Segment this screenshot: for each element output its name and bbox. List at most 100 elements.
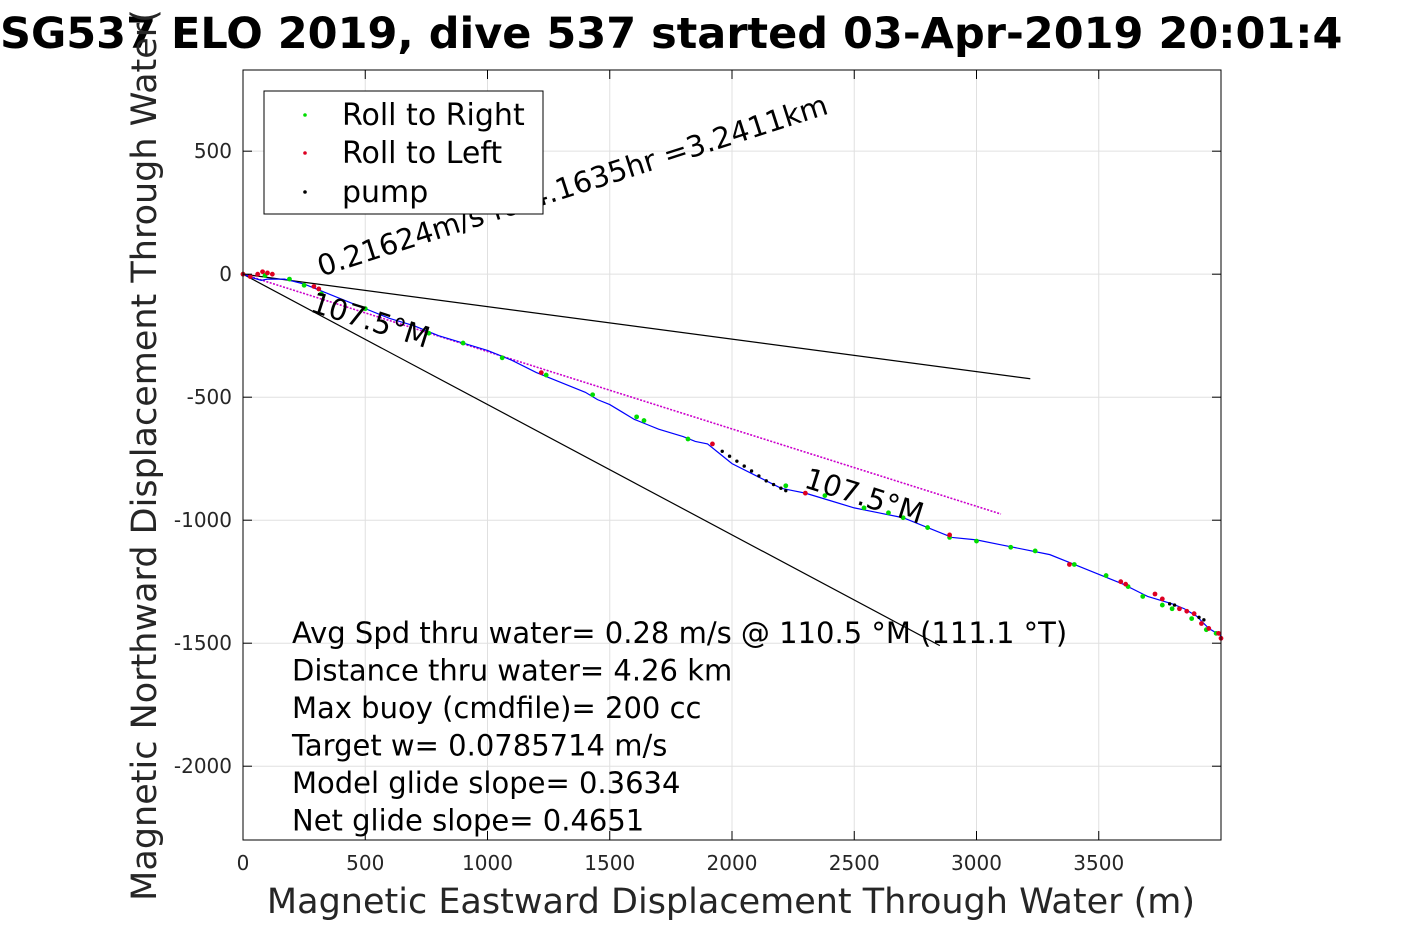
point-roll-to-right bbox=[318, 291, 324, 297]
point-roll-to-left bbox=[1216, 630, 1221, 636]
chart-title: SG537 ELO 2019, dive 537 started 03-Apr-… bbox=[0, 9, 1342, 59]
point-pump bbox=[771, 482, 776, 487]
legend-marker-roll-right bbox=[303, 113, 307, 117]
x-tick-label: 2500 bbox=[829, 851, 880, 875]
point-roll-to-right bbox=[783, 483, 789, 489]
x-tick-label: 0 bbox=[237, 851, 250, 875]
point-roll-to-right bbox=[634, 414, 640, 420]
x-tick-label: 3000 bbox=[951, 851, 1002, 875]
point-pump bbox=[749, 469, 754, 473]
point-roll-to-right bbox=[900, 515, 906, 521]
stats-line-2: Max buoy (cmdfile)= 200 cc bbox=[292, 691, 701, 725]
point-roll-to-right bbox=[426, 330, 432, 336]
point-pump bbox=[1172, 603, 1177, 607]
point-roll-to-right bbox=[287, 276, 292, 282]
point-roll-to-right bbox=[641, 418, 647, 423]
point-roll-to-left bbox=[710, 441, 715, 447]
y-tick-label: -1000 bbox=[174, 508, 232, 532]
point-pump bbox=[784, 488, 788, 493]
point-roll-to-left bbox=[1199, 621, 1204, 626]
point-pump bbox=[1202, 618, 1206, 622]
point-roll-to-right bbox=[886, 510, 891, 516]
point-roll-to-right bbox=[543, 372, 549, 378]
x-tick-label: 1000 bbox=[462, 851, 513, 875]
point-roll-to-left bbox=[1159, 596, 1165, 602]
heading-line-upper bbox=[242, 273, 1031, 380]
point-roll-to-right bbox=[1189, 616, 1195, 621]
point-roll-to-left bbox=[1191, 611, 1197, 617]
y-tick-label: 500 bbox=[194, 139, 232, 163]
legend-marker-roll-left bbox=[303, 151, 307, 155]
y-tick-label: -500 bbox=[187, 385, 232, 409]
point-roll-to-left bbox=[265, 270, 270, 276]
tick-layer: 0 500 1000 1500 2000 2500 3000 3500 500 0 -500 -100… bbox=[174, 70, 1221, 875]
stats-line-5: Net glide slope= 0.4651 bbox=[292, 804, 644, 838]
point-roll-to-right bbox=[1103, 573, 1109, 578]
point-roll-to-left bbox=[269, 271, 275, 277]
point-roll-to-left bbox=[260, 269, 265, 275]
point-roll-to-right bbox=[301, 282, 307, 288]
point-roll-to-right bbox=[460, 340, 466, 346]
point-roll-to-left bbox=[538, 370, 544, 375]
point-roll-to-left bbox=[1152, 591, 1158, 597]
point-pump bbox=[779, 486, 783, 490]
x-tick-label: 500 bbox=[346, 851, 384, 875]
point-pump bbox=[742, 464, 746, 468]
reference-lines-layer bbox=[242, 273, 1031, 647]
point-pump bbox=[1197, 615, 1201, 620]
target-course-line bbox=[242, 273, 1002, 515]
point-roll-to-right bbox=[362, 306, 368, 312]
point-roll-to-left bbox=[1123, 581, 1129, 587]
point-roll-to-left bbox=[802, 490, 808, 496]
point-roll-to-left bbox=[947, 532, 953, 538]
y-tick-label: 0 bbox=[219, 262, 232, 286]
legend-label-pump: pump bbox=[342, 175, 428, 210]
point-roll-to-right bbox=[685, 436, 691, 442]
heading-line-lower bbox=[242, 273, 941, 647]
point-roll-to-left bbox=[1177, 606, 1182, 612]
point-roll-to-right bbox=[1008, 544, 1014, 550]
stats-text-layer: Avg Spd thru water= 0.28 m/s @ 110.5 °M … bbox=[291, 616, 1067, 838]
stats-line-0: Avg Spd thru water= 0.28 m/s @ 110.5 °M … bbox=[292, 616, 1067, 650]
point-roll-to-right bbox=[499, 355, 505, 361]
point-roll-to-left bbox=[247, 274, 253, 280]
legend-label-roll-left: Roll to Left bbox=[342, 136, 502, 171]
point-roll-to-right bbox=[1159, 602, 1165, 608]
legend-marker-pump bbox=[303, 190, 307, 194]
point-roll-to-right bbox=[1140, 594, 1146, 599]
point-pump bbox=[764, 479, 768, 483]
y-tick-label: -2000 bbox=[174, 754, 232, 778]
point-pump bbox=[1167, 602, 1172, 606]
point-pump bbox=[735, 459, 739, 463]
point-roll-to-right bbox=[1032, 548, 1038, 554]
point-roll-to-right bbox=[822, 493, 828, 498]
point-roll-to-left bbox=[1067, 562, 1072, 567]
point-roll-to-right bbox=[974, 538, 979, 544]
x-tick-label: 3500 bbox=[1073, 851, 1124, 875]
legend: Roll to Right Roll to Left pump bbox=[263, 90, 544, 215]
y-axis-label: Magnetic Northward Displacement Through … bbox=[125, 9, 165, 901]
x-tick-label: 2000 bbox=[707, 851, 758, 875]
legend-label-roll-right: Roll to Right bbox=[342, 98, 525, 133]
x-axis-label: Magnetic Eastward Displacement Through W… bbox=[267, 882, 1195, 922]
stats-line-4: Model glide slope= 0.3634 bbox=[292, 766, 680, 800]
point-roll-to-right bbox=[590, 392, 596, 398]
point-roll-to-right bbox=[861, 505, 867, 511]
point-pump bbox=[757, 474, 761, 478]
point-roll-to-right bbox=[1071, 562, 1077, 567]
point-roll-to-left bbox=[1184, 608, 1190, 614]
stats-line-1: Distance thru water= 4.26 km bbox=[292, 654, 732, 688]
point-roll-to-left bbox=[311, 284, 317, 289]
point-roll-to-right bbox=[925, 525, 930, 530]
point-roll-to-left bbox=[316, 286, 322, 292]
point-pump bbox=[720, 449, 724, 454]
x-tick-label: 1500 bbox=[584, 851, 635, 875]
y-tick-label: -1500 bbox=[174, 631, 232, 655]
point-pump bbox=[727, 454, 732, 458]
point-roll-to-left bbox=[1206, 626, 1212, 631]
legend-box bbox=[263, 90, 544, 215]
track-line bbox=[242, 273, 1222, 637]
point-roll-to-left bbox=[255, 271, 261, 277]
